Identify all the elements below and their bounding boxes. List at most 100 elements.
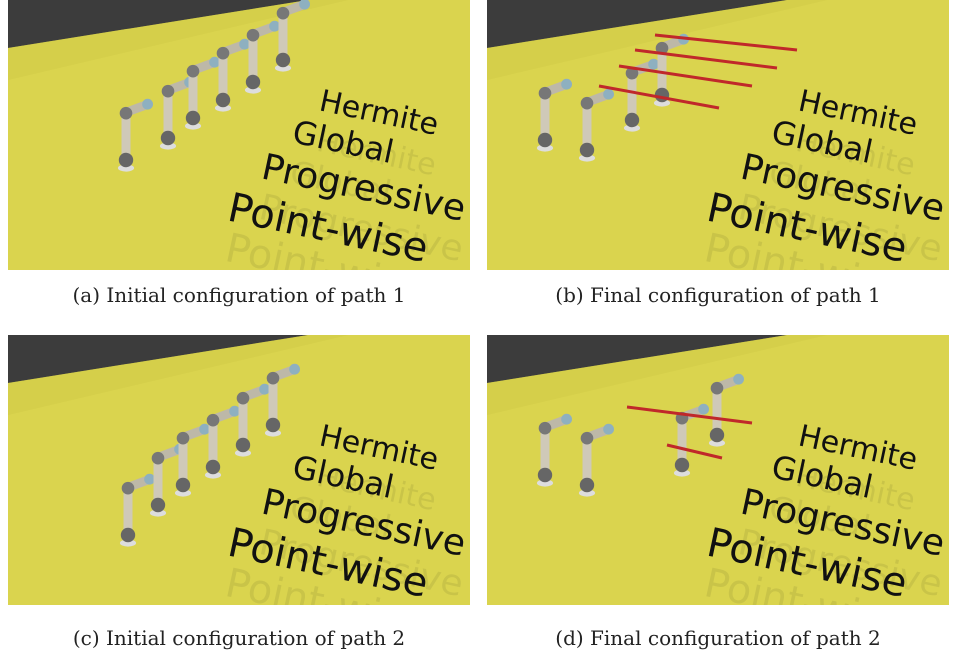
- robot-joint: [538, 421, 552, 435]
- robot-base: [234, 449, 252, 457]
- robot-base: [673, 469, 691, 477]
- robot-joint: [215, 92, 231, 108]
- floor-shade: [8, 0, 348, 80]
- robot-joint: [186, 64, 200, 78]
- path-line: [618, 64, 753, 88]
- floor-shade: [8, 335, 348, 415]
- caption: (d) Final configuration of path 2: [555, 626, 881, 650]
- robot-joint: [205, 459, 221, 475]
- floor-shade: [487, 0, 827, 80]
- robot-joint: [216, 46, 230, 60]
- robot-tool: [269, 20, 280, 32]
- robot-tool: [259, 383, 270, 395]
- robot-joint: [246, 28, 260, 42]
- robot-tool: [239, 38, 251, 50]
- robot-joint: [151, 451, 165, 465]
- robot-link: [712, 390, 722, 440]
- robot-tool: [561, 78, 572, 90]
- robot-base: [274, 64, 292, 72]
- robot-joint: [580, 96, 594, 110]
- robot-link: [268, 380, 278, 430]
- robot-joint: [276, 6, 290, 20]
- robot-tool: [733, 373, 744, 385]
- robot-joint: [176, 431, 190, 445]
- robot-link: [218, 55, 228, 105]
- floor: [487, 0, 949, 270]
- robot-base: [149, 509, 167, 517]
- robot-joint: [118, 152, 134, 168]
- robot-base: [536, 144, 554, 152]
- caption: (a) Initial configuration of path 1: [72, 283, 406, 307]
- robot-base: [578, 489, 596, 497]
- robot-link: [188, 73, 198, 123]
- robot-base: [184, 122, 202, 130]
- robot-tool: [698, 403, 709, 415]
- robot-joint: [710, 381, 724, 395]
- robot-link: [677, 420, 687, 470]
- floor-shade: [487, 335, 827, 415]
- caption: (c) Initial configuration of path 2: [72, 626, 406, 650]
- render-image: HermiteHermiteGlobalGlobalProgressivePro…: [8, 0, 470, 270]
- robot-link: [278, 15, 288, 65]
- robot-link: [238, 400, 248, 450]
- path-line: [666, 443, 723, 460]
- robot-base: [204, 471, 222, 479]
- robot-joint: [119, 106, 133, 120]
- robot-base: [623, 124, 641, 132]
- render-image: HermiteHermiteGlobalGlobalProgressivePro…: [487, 0, 949, 270]
- robot-tool: [289, 363, 300, 375]
- robot-tool: [603, 423, 614, 435]
- robot-joint: [121, 481, 135, 495]
- robot-joint: [185, 110, 201, 126]
- robot-joint: [654, 87, 670, 103]
- robot-link: [163, 93, 173, 143]
- robot-base: [119, 539, 137, 547]
- robot-joint: [537, 467, 553, 483]
- robot-joint: [120, 527, 136, 543]
- robot-joint: [655, 41, 669, 55]
- robot-base: [244, 86, 262, 94]
- render-image: HermiteHermiteGlobalGlobalProgressivePro…: [487, 335, 949, 605]
- robot-tool: [142, 98, 154, 110]
- robot-base: [653, 99, 671, 107]
- robot-base: [578, 154, 596, 162]
- robot-joint: [580, 431, 594, 445]
- robot-joint: [150, 497, 166, 513]
- robot-tool: [603, 88, 614, 100]
- robot-joint: [538, 86, 552, 100]
- robot-tool: [209, 56, 221, 68]
- robot-base: [708, 439, 726, 447]
- path-line: [626, 405, 753, 425]
- robot-tool: [561, 413, 572, 425]
- path-line: [634, 48, 778, 70]
- path-line: [598, 84, 720, 110]
- robot-joint: [709, 427, 725, 443]
- robot-link: [123, 490, 133, 540]
- render-image: HermiteHermiteGlobalGlobalProgressivePro…: [8, 335, 470, 605]
- robot-link: [178, 440, 188, 490]
- robot-joint: [245, 74, 261, 90]
- path-line: [654, 33, 798, 52]
- robot-base: [536, 479, 554, 487]
- robot-joint: [265, 417, 281, 433]
- robot-joint: [537, 132, 553, 148]
- robot-tool: [648, 58, 659, 70]
- robot-joint: [266, 371, 280, 385]
- robot-joint: [625, 66, 639, 80]
- robot-base: [214, 104, 232, 112]
- robot-link: [582, 105, 592, 155]
- robot-joint: [236, 391, 250, 405]
- robot-link: [540, 430, 550, 480]
- robot-link: [627, 75, 637, 125]
- robot-joint: [206, 413, 220, 427]
- robot-joint: [674, 457, 690, 473]
- robot-link: [248, 37, 258, 87]
- robot-joint: [275, 52, 291, 68]
- robot-base: [264, 429, 282, 437]
- robot-link: [582, 440, 592, 490]
- robot-joint: [579, 142, 595, 158]
- robot-joint: [160, 130, 176, 146]
- caption: (b) Final configuration of path 1: [555, 283, 881, 307]
- robot-tool: [229, 405, 241, 417]
- robot-joint: [579, 477, 595, 493]
